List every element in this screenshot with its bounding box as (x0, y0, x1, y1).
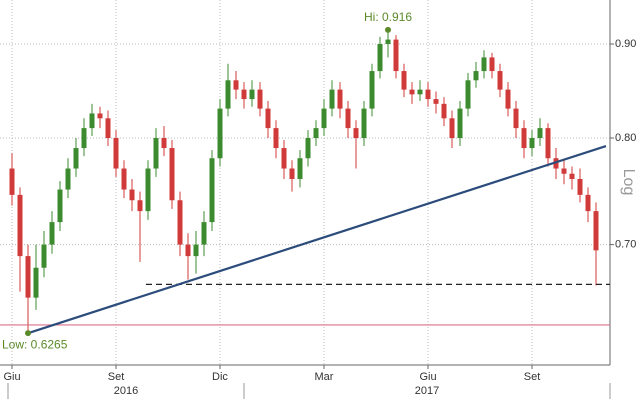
candle-body (489, 57, 495, 72)
year-label: 2017 (415, 385, 439, 397)
candle-body (353, 128, 359, 139)
candle-body (185, 244, 191, 257)
candle-body (249, 89, 255, 100)
candle-body (105, 118, 111, 139)
candle-body (513, 108, 519, 129)
annotation-marker (25, 330, 31, 337)
annotation-label: Hi: 0.916 (364, 10, 412, 24)
candle-body (401, 71, 407, 90)
candle-body (257, 89, 263, 109)
candle-body (425, 89, 431, 100)
candle-body (545, 128, 551, 159)
y-tick-label: 0.90 (615, 38, 636, 50)
candle-body (265, 108, 271, 129)
annotation-label: Low: 0.6265 (2, 337, 68, 351)
candle-body (441, 103, 447, 119)
candle-body (337, 89, 343, 109)
candle-body (561, 168, 567, 174)
candle-body (457, 108, 463, 139)
candle-body (145, 168, 151, 212)
candle-body (233, 80, 239, 90)
x-tick-label: Set (524, 371, 541, 383)
candle-body (529, 138, 535, 149)
y-tick-label: 0.80 (615, 132, 636, 144)
candle-body (225, 80, 231, 109)
candle-body (121, 168, 127, 190)
candle-body (65, 168, 71, 190)
x-tick-label: Set (108, 371, 125, 383)
candle-body (49, 222, 55, 245)
candle-body (433, 99, 439, 104)
candle-body (73, 148, 79, 169)
candle-body (41, 244, 47, 268)
candle-body (297, 158, 303, 179)
candle-body (393, 39, 399, 72)
x-tick-label: Dic (212, 371, 228, 383)
axis-label: Log (620, 169, 637, 196)
candle-body (57, 189, 63, 223)
candle-body (345, 108, 351, 129)
candle-body (449, 118, 455, 139)
candle-body (497, 71, 503, 90)
candle-body (329, 89, 335, 109)
x-tick-label: Giu (419, 371, 436, 383)
candle-body (289, 168, 295, 179)
candle-body (97, 113, 103, 119)
candle-body (321, 108, 327, 129)
candle-body (537, 128, 543, 139)
candle-body (161, 138, 167, 149)
candle-body (217, 108, 223, 159)
candle-body (209, 158, 215, 223)
candle-body (505, 89, 511, 109)
candle-body (569, 173, 575, 179)
candle-body (409, 89, 415, 95)
candle-body (169, 148, 175, 201)
candle-body (585, 194, 591, 212)
candle-body (361, 108, 367, 139)
year-label: 2016 (114, 385, 138, 397)
candle-body (273, 128, 279, 149)
candle-body (193, 244, 199, 257)
candle-body (25, 256, 31, 298)
candle-body (89, 113, 95, 129)
candle-body (241, 89, 247, 100)
candle-body (81, 128, 87, 149)
candle-body (137, 200, 143, 212)
candle-body (385, 39, 391, 44)
annotation-marker (385, 26, 391, 33)
candle-body (369, 71, 375, 109)
candle-body (593, 211, 599, 251)
y-tick-label: 0.70 (615, 239, 636, 251)
candle-body (313, 128, 319, 139)
candle-body (473, 71, 479, 81)
candle-body (465, 80, 471, 109)
candle-body (113, 138, 119, 169)
candle-body (481, 57, 487, 72)
candle-body (201, 222, 207, 245)
x-tick-label: Giu (3, 371, 20, 383)
candle-body (521, 128, 527, 149)
candle-body (9, 168, 15, 195)
candle-body (33, 267, 39, 298)
candle-body (153, 138, 159, 169)
candle-body (17, 194, 23, 257)
candle-body (129, 189, 135, 201)
candle-body (417, 89, 423, 95)
candle-body (377, 43, 383, 72)
candle-body (177, 200, 183, 245)
x-tick-label: Mar (315, 371, 334, 383)
candle-body (281, 148, 287, 169)
candle-body (305, 138, 311, 159)
candle-body (577, 178, 583, 195)
trendline (27, 144, 607, 335)
